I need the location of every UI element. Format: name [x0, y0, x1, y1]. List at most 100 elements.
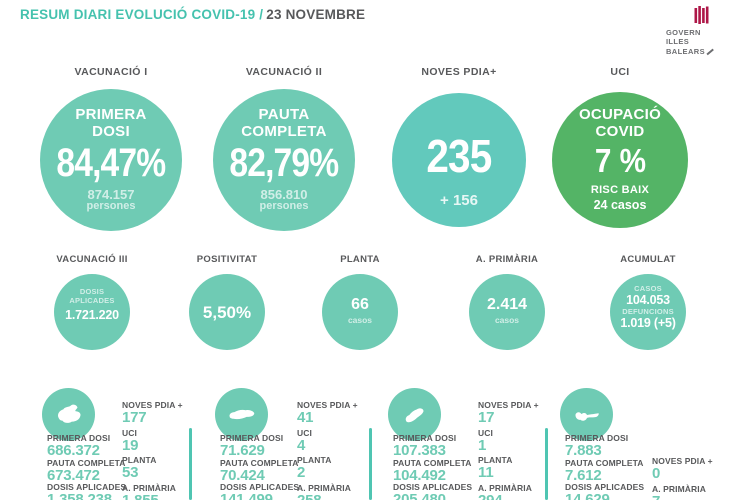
mallorca-icon	[42, 388, 95, 441]
kpi-heading-defuncions: DEFUNCIONS	[622, 307, 674, 317]
stat-planta: PLANTA 2	[297, 455, 332, 481]
stat-dosis-aplicades: DOSIS APLICADES 141.499	[220, 482, 300, 500]
kpi-acumulat: ACUMULAT CASOS 104.053 DEFUNCIONS 1.019 …	[610, 254, 686, 350]
kpi-heading: DOSIS APLICADES	[69, 287, 115, 306]
stat-uci: UCI 1	[478, 427, 493, 454]
island-stats-left: PRIMERA DOSI 7.883 PAUTA COMPLETA 7.612 DO…	[565, 434, 644, 500]
kpi-count: 24 casos	[593, 198, 647, 213]
stat-pauta-completa: PAUTA COMPLETA 104.492	[393, 457, 472, 484]
kpi-value: 235	[426, 130, 493, 182]
stat-dosis-aplicades: DOSIS APLICADES 14.629	[565, 482, 645, 500]
kpi-circle-positivitat: 5,50%	[189, 274, 265, 350]
kpi-heading: PRIMERA DOSI	[75, 106, 147, 140]
eivissa-icon	[388, 388, 441, 441]
column-divider	[369, 428, 372, 500]
kpi-circle-primera-dosi: PRIMERA DOSI 84,47% 874.157 persones	[40, 89, 182, 231]
kpi-risk-level: RISC BAIX	[590, 184, 650, 197]
kpi-heading: OCUPACIÓ COVID	[578, 106, 662, 140]
kpi-value: 1.721.220	[65, 307, 119, 322]
page-title-date: 23 NOVEMBRE	[266, 7, 366, 22]
menorca-icon	[215, 388, 268, 441]
kpi-label: VACUNACIÓ I	[74, 66, 148, 78]
island-stats-left: PRIMERA DOSI 107.383 PAUTA COMPLETA 104.49…	[393, 434, 472, 500]
kpi-heading: PAUTA COMPLETA	[241, 106, 327, 140]
kpi-circle-dosis-aplicades: DOSIS APLICADES 1.721.220	[54, 274, 130, 350]
stat-pauta-completa: PAUTA COMPLETA 7.612	[565, 457, 644, 484]
kpi-noves-pdia: NOVES PDIA+ 235 + 156	[392, 66, 526, 227]
kpi-label: PLANTA	[340, 254, 380, 265]
page-title: RESUM DIARI EVOLUCIÓ COVID-19 /23 NOVEMB…	[20, 7, 365, 22]
kpi-circle-atencio-primaria: 2.414 casos	[469, 274, 545, 350]
logo-line-3: BALEARS	[666, 47, 714, 56]
kpi-uci: UCI OCUPACIÓ COVID 7 % RISC BAIX 24 caso…	[552, 66, 688, 228]
kpi-circle-planta: 66 casos	[322, 274, 398, 350]
island-column-menorca: PRIMERA DOSI 71.629 PAUTA COMPLETA 70.424 …	[215, 388, 365, 500]
island-stats-right: NOVES PDIA +17 UCI 1 PLANTA 11 A. PRIMÀRIA…	[478, 401, 539, 500]
kpi-value: 84,47%	[56, 140, 167, 185]
kpi-label: POSITIVITAT	[196, 254, 258, 265]
kpi-delta: + 156	[440, 192, 478, 209]
logo-line-1: GOVERN	[665, 28, 701, 37]
stat-primera-dosi: PRIMERA DOSI 71.629	[220, 433, 284, 459]
kpi-unit: casos	[347, 315, 373, 325]
logo-line-2: ILLES	[665, 37, 690, 47]
stat-noves-pdia: NOVES PDIA +17	[478, 400, 539, 426]
stat-a-primaria: A. PRIMÀRIA 258	[297, 482, 351, 500]
kpi-circle-uci: OCUPACIÓ COVID 7 % RISC BAIX 24 casos	[552, 92, 688, 228]
stat-pauta-completa: PAUTA COMPLETA 70.424	[220, 457, 299, 484]
govern-illes-balears-logo: GOVERN ILLES BALEARS	[666, 6, 714, 56]
stat-noves-pdia: NOVES PDIA +0	[652, 456, 713, 482]
island-column-mallorca: PRIMERA DOSI 686.372 PAUTA COMPLETA 673.47…	[42, 388, 192, 500]
stat-primera-dosi: PRIMERA DOSI 107.383	[393, 433, 457, 459]
stat-uci: UCI 19	[122, 427, 139, 454]
kpi-value-defuncions: 1.019 (+5)	[620, 316, 676, 331]
kpi-vacunacio-2: VACUNACIÓ II PAUTA COMPLETA 82,79% 856.8…	[213, 66, 355, 231]
kpi-unit: casos	[494, 315, 520, 325]
kpi-label: VACUNACIÓ III	[56, 254, 128, 265]
stat-a-primaria: A. PRIMÀRIA7	[652, 483, 706, 500]
kpi-label: UCI	[610, 66, 630, 78]
kpi-circle-pauta-completa: PAUTA COMPLETA 82,79% 856.810 persones	[213, 89, 355, 231]
stat-a-primaria: A. PRIMÀRIA 294	[478, 482, 532, 500]
stat-uci: UCI 4	[297, 427, 312, 454]
kpi-circle-noves-pdia: 235 + 156	[392, 93, 526, 227]
kpi-unit: persones	[86, 200, 136, 213]
stat-primera-dosi: PRIMERA DOSI 7.883	[565, 433, 629, 459]
logo-slash-mark	[706, 48, 714, 56]
kpi-value: 7 %	[594, 141, 646, 179]
logo-text: GOVERN ILLES BALEARS	[666, 28, 714, 56]
stat-dosis-aplicades: DOSIS APLICADES 1.358.238	[47, 482, 127, 500]
stat-pauta-completa: PAUTA COMPLETA 673.472	[47, 457, 126, 484]
kpi-label: A. PRIMÀRIA	[475, 254, 539, 265]
kpi-label: ACUMULAT	[620, 254, 676, 265]
island-stats-right: NOVES PDIA +41 UCI 4 PLANTA 2 A. PRIMÀRIA 2…	[297, 401, 358, 500]
stat-noves-pdia: NOVES PDIA +177	[122, 400, 183, 426]
kpi-count: 856.810	[260, 187, 308, 203]
kpi-value-casos: 104.053	[626, 293, 670, 307]
stat-primera-dosi: PRIMERA DOSI 686.372	[47, 433, 111, 459]
island-column-formentera: PRIMERA DOSI 7.883 PAUTA COMPLETA 7.612 DO…	[560, 388, 728, 500]
kpi-heading-casos: CASOS	[634, 284, 662, 293]
kpi-label: NOVES PDIA+	[421, 66, 497, 78]
kpi-vacunacio-1: VACUNACIÓ I PRIMERA DOSI 84,47% 874.157 …	[40, 66, 182, 231]
island-column-eivissa: PRIMERA DOSI 107.383 PAUTA COMPLETA 104.49…	[388, 388, 539, 500]
stat-planta: PLANTA 53	[122, 455, 157, 481]
kpi-unit: persones	[259, 200, 309, 213]
page-title-main: RESUM DIARI EVOLUCIÓ COVID-19 /	[20, 7, 264, 22]
kpi-positivitat: POSITIVITAT 5,50%	[189, 254, 265, 350]
column-divider	[189, 428, 192, 500]
stat-a-primaria: A. PRIMÀRIA 1.855	[122, 482, 176, 500]
kpi-label: VACUNACIÓ II	[245, 66, 323, 78]
stat-planta: PLANTA 11	[478, 455, 513, 481]
stat-noves-pdia: NOVES PDIA +41	[297, 400, 358, 426]
kpi-planta: PLANTA 66 casos	[322, 254, 398, 350]
column-divider	[545, 428, 548, 500]
formentera-icon	[560, 388, 613, 441]
kpi-value: 2.414	[486, 296, 528, 313]
kpi-value: 66	[351, 296, 369, 313]
stat-dosis-aplicades: DOSIS APLICADES 205.480	[393, 482, 473, 500]
island-stats-left: PRIMERA DOSI 686.372 PAUTA COMPLETA 673.47…	[47, 434, 126, 500]
kpi-value: 82,79%	[229, 140, 340, 185]
island-stats-right: NOVES PDIA +0 A. PRIMÀRIA7	[652, 457, 713, 500]
